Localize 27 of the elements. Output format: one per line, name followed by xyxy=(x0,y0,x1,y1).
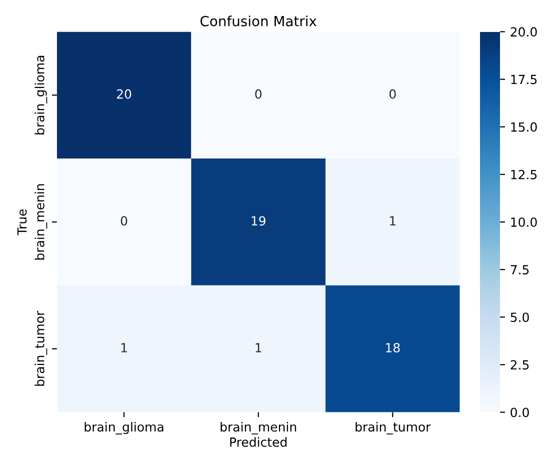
color-bar-label: 5.0 xyxy=(510,312,529,322)
color-bar-label: 2.5 xyxy=(510,360,529,370)
data-label: 1 xyxy=(121,343,127,352)
y-tick-label: brain_menin xyxy=(34,184,48,260)
color-bar-label: 15.0 xyxy=(511,122,537,132)
chart-title: Confusion Matrix xyxy=(200,16,316,26)
data-label: 1 xyxy=(390,216,396,226)
data-label: 0 xyxy=(390,89,396,99)
data-label: 1 xyxy=(256,343,262,352)
data-label: 20 xyxy=(116,89,132,99)
data-label: 0 xyxy=(120,216,128,226)
color-bar-label: 20.0 xyxy=(510,27,537,37)
y-tick-label: brain_tumor xyxy=(34,310,48,386)
color-bar-label: 7.5 xyxy=(510,265,529,274)
x-tick-label: brain_tumor xyxy=(356,422,431,434)
color-bar-label: 17.5 xyxy=(511,74,537,84)
y-axis-title: True xyxy=(17,209,27,236)
color-bar-label: 10.0 xyxy=(511,217,537,227)
data-label: 0 xyxy=(255,89,262,99)
data-label: 18 xyxy=(386,342,400,352)
x-axis-title: Predicted xyxy=(230,437,287,447)
data-label: 19 xyxy=(252,216,266,226)
color-bar-label: 12.5 xyxy=(511,170,537,180)
color-bar-label: 0.0 xyxy=(510,408,529,418)
x-tick-label: brain_menin xyxy=(220,422,296,434)
y-tick-label: brain_glioma xyxy=(34,56,48,134)
x-tick-label: brain_glioma xyxy=(84,422,164,434)
